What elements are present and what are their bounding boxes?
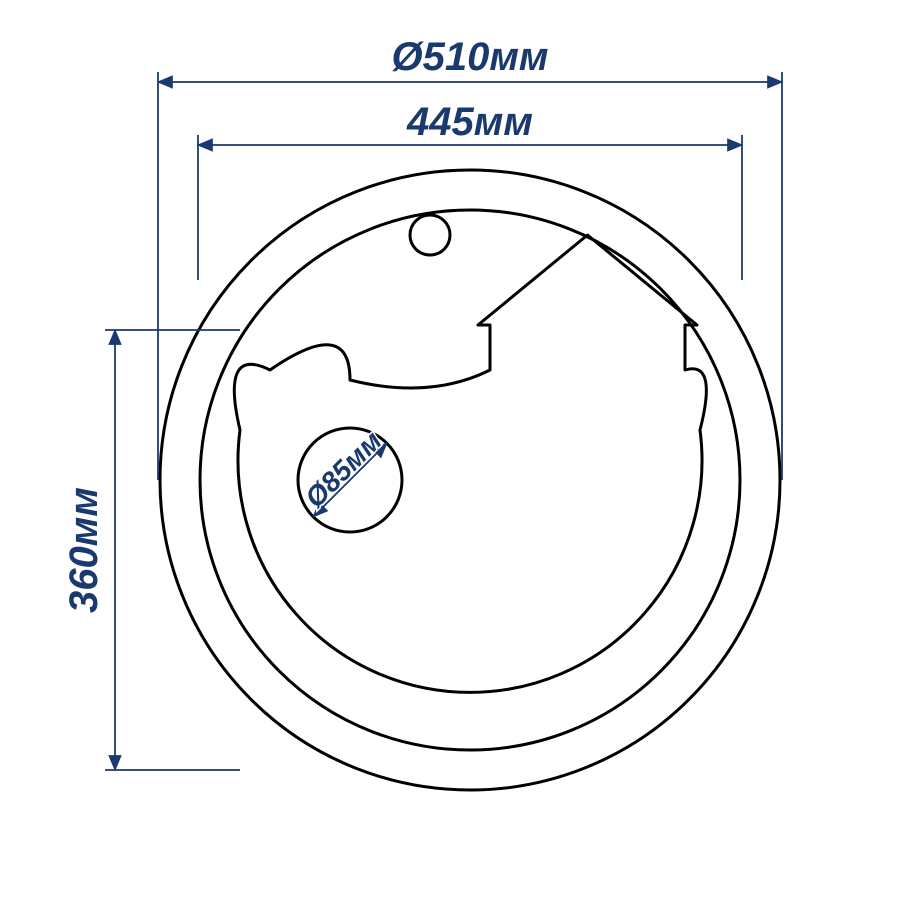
sink-technical-drawing: Ø510мм 445мм 360мм Ø85мм bbox=[0, 0, 900, 900]
dimension-label: Ø85мм bbox=[299, 425, 388, 514]
dimension-label: 445мм bbox=[406, 100, 533, 144]
inner-rim bbox=[200, 210, 740, 750]
bowl-and-dispenser-outline bbox=[234, 235, 706, 692]
dimension-label: 360мм bbox=[62, 487, 106, 613]
faucet-hole bbox=[410, 215, 450, 255]
sink-outline bbox=[160, 170, 780, 790]
outer-rim bbox=[160, 170, 780, 790]
dimension-label: Ø510мм bbox=[391, 35, 548, 79]
